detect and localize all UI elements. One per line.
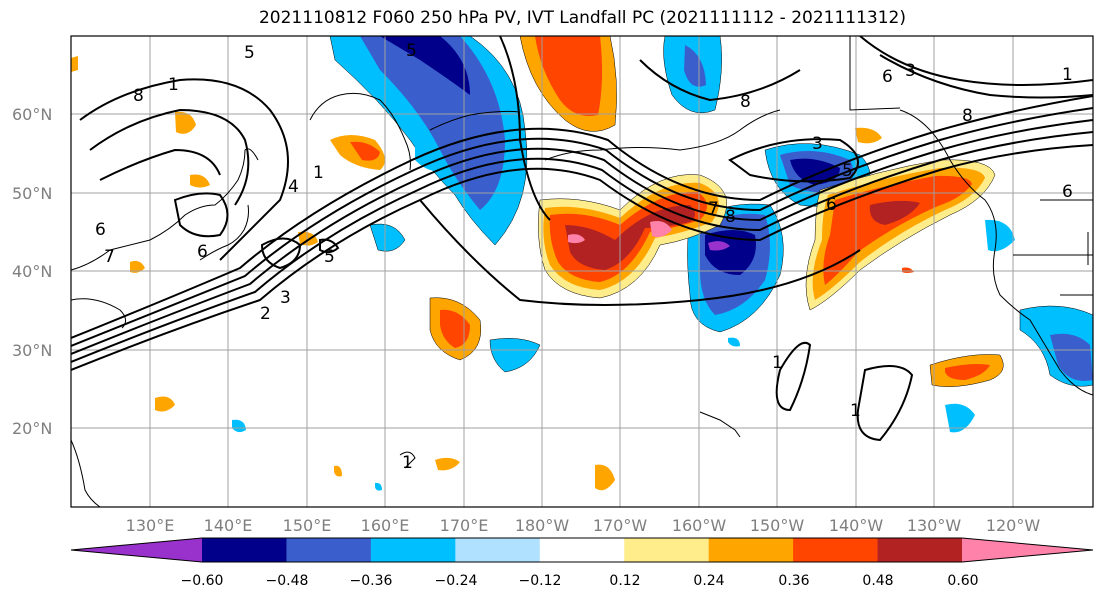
contour-label-3: 3 (905, 61, 916, 81)
pv-contour-labels: 5 8 1 1 4 6 7 6 5 3 2 5 8 3 5 6 7 8 6 3 … (95, 41, 1073, 473)
contour-label-6: 6 (95, 220, 106, 240)
latitude-labels: 60°N 50°N 40°N 30°N 20°N (12, 105, 52, 438)
colorbar: −0.60 −0.48 −0.36 −0.24 −0.12 0.12 0.24 … (70, 537, 1094, 589)
contour-label-1: 1 (168, 75, 179, 95)
colorbar-tick: −0.36 (350, 573, 393, 589)
lat-label-50n: 50°N (12, 184, 52, 203)
colorbar-swatch (793, 538, 879, 562)
lon-label-160e: 160°E (361, 516, 410, 535)
lat-label-20n: 20°N (12, 419, 52, 438)
colorbar-swatch (370, 538, 456, 562)
lat-label-40n: 40°N (12, 262, 52, 281)
colorbar-swatch (202, 538, 287, 562)
lon-label-170w: 170°W (593, 516, 648, 535)
lon-label-140e: 140°E (204, 516, 253, 535)
contour-label-8: 8 (725, 207, 736, 227)
contour-label-8: 8 (133, 86, 144, 106)
contour-label-4: 4 (288, 177, 299, 197)
contour-label-6: 6 (826, 195, 837, 215)
longitude-labels: 130°E 140°E 150°E 160°E 170°E 180°W 170°… (126, 516, 1041, 535)
colorbar-ticks: −0.60 −0.48 −0.36 −0.24 −0.12 0.12 0.24 … (181, 573, 979, 589)
colorbar-tick: 0.12 (609, 573, 640, 589)
lon-label-170e: 170°E (440, 516, 489, 535)
lon-label-150w: 150°W (750, 516, 805, 535)
contour-label-7: 7 (708, 199, 719, 219)
contour-label-6: 6 (197, 242, 208, 262)
colorbar-extend-low (71, 538, 202, 562)
map-gridlines (71, 36, 1093, 507)
lon-label-120w: 120°W (986, 516, 1041, 535)
colorbar-swatch (624, 538, 710, 562)
colorbar-extend-high (962, 538, 1093, 562)
contour-label-1: 1 (1062, 65, 1073, 85)
contour-label-3: 3 (280, 288, 291, 308)
contour-label-1: 1 (850, 401, 861, 421)
pv-contours (71, 36, 1093, 442)
contour-label-1: 1 (313, 163, 324, 183)
coastlines (71, 36, 1093, 507)
contour-label-1: 1 (772, 353, 783, 373)
colorbar-tick: 0.24 (693, 573, 724, 589)
colorbar-outline (70, 537, 1094, 563)
contour-label-8: 8 (740, 92, 751, 112)
lat-label-60n: 60°N (12, 105, 52, 124)
colorbar-swatch (708, 538, 794, 562)
lon-label-130e: 130°E (126, 516, 175, 535)
map-plot-area: 5 8 1 1 4 6 7 6 5 3 2 5 8 3 5 6 7 8 6 3 … (71, 36, 1093, 507)
colorbar-tick: −0.48 (266, 573, 309, 589)
contour-label-5: 5 (244, 43, 255, 63)
contour-label-5: 5 (324, 247, 335, 267)
contour-label-6: 6 (1062, 182, 1073, 202)
colorbar-tick: 0.36 (778, 573, 809, 589)
lat-label-30n: 30°N (12, 341, 52, 360)
contour-label-6: 6 (882, 67, 893, 87)
contour-label-2: 2 (260, 304, 271, 324)
lon-label-150e: 150°E (283, 516, 332, 535)
contour-label-5: 5 (406, 41, 417, 61)
colorbar-tick: −0.12 (519, 573, 562, 589)
colorbar-tick: 0.60 (947, 573, 978, 589)
contour-label-1: 1 (402, 453, 413, 473)
lon-label-130w: 130°W (907, 516, 962, 535)
lon-label-140w: 140°W (829, 516, 884, 535)
lon-label-180w: 180°W (515, 516, 570, 535)
contour-label-8: 8 (962, 106, 973, 126)
lon-label-160w: 160°W (672, 516, 727, 535)
colorbar-swatch (877, 538, 963, 562)
page-title: 2021110812 F060 250 hPa PV, IVT Landfall… (258, 8, 906, 28)
colorbar-tick: −0.24 (435, 573, 478, 589)
contour-label-7: 7 (104, 247, 115, 267)
contour-label-5: 5 (842, 161, 853, 181)
colorbar-tick: −0.60 (181, 573, 224, 589)
colorbar-swatch (455, 538, 541, 562)
colorbar-swatches (70, 537, 1094, 563)
colorbar-swatch (286, 538, 372, 562)
colorbar-swatch (539, 538, 625, 562)
colorbar-tick: 0.48 (862, 573, 893, 589)
ivt-shading (71, 36, 1093, 491)
map-frame (70, 35, 1094, 508)
contour-label-3: 3 (812, 134, 823, 154)
